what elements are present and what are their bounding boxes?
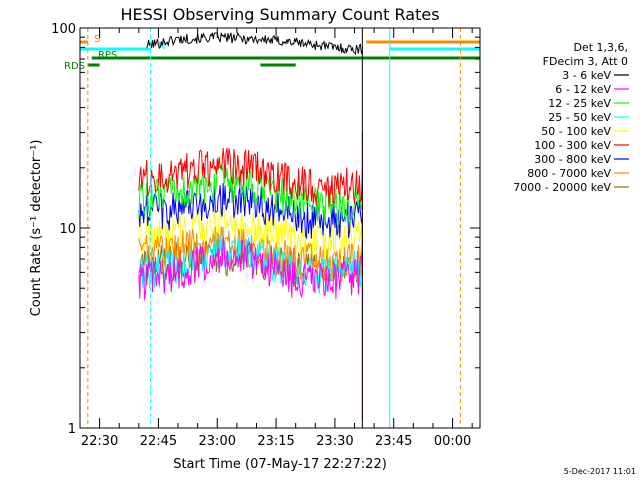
legend-entry-label: 12 - 25 keV: [548, 97, 611, 110]
series-line-0: [146, 32, 363, 56]
flag-label-rps: RPS: [98, 50, 117, 61]
axes: 22:30 22:45 23:00 23:15 23:30 23:45 00:00 1 10 10…: [51, 22, 480, 449]
legend-entry-label: 100 - 300 keV: [534, 139, 611, 152]
legend-entry-label: 300 - 800 keV: [534, 153, 611, 166]
x-tick-label: 23:45: [375, 434, 412, 449]
legend-entry-label: 3 - 6 keV: [562, 69, 611, 82]
legend-entry-label: 25 - 50 keV: [548, 111, 611, 124]
flag-label-n: N: [158, 41, 165, 52]
legend-header-line-1: Det 1,3,6,: [573, 41, 628, 54]
x-tick-label: 00:00: [434, 434, 471, 449]
y-axis-label: Count Rate (s⁻¹ detector⁻¹): [29, 140, 44, 317]
x-axis-label: Start Time (07-May-17 22:27:22): [173, 457, 387, 472]
legend-header-line-2: FDecim 3, Att 0: [543, 55, 628, 68]
x-tick-label: 23:00: [199, 434, 236, 449]
x-tick-label: 23:30: [316, 434, 353, 449]
flag-bars: S N RDS RPS: [64, 34, 480, 72]
series-line-3: [138, 231, 363, 295]
y-tick-label: 100: [51, 22, 76, 37]
flag-label-rds: RDS: [64, 61, 85, 72]
x-tick-label: 22:30: [81, 434, 118, 449]
legend-entry-label: 6 - 12 keV: [555, 83, 611, 96]
flag-label-s: S: [94, 34, 100, 45]
y-tick-label: 1: [68, 422, 76, 437]
series-line-5: [138, 147, 363, 208]
legend-entry-label: 800 - 7000 keV: [527, 167, 611, 180]
legend-entry-label: 50 - 100 keV: [541, 125, 611, 138]
x-tick-label: 22:45: [140, 434, 177, 449]
y-tick-label: 10: [59, 222, 76, 237]
series-line-2: [138, 163, 363, 226]
legend-entry-label: 7000 - 20000 keV: [513, 181, 611, 194]
chart-title: HESSI Observing Summary Count Rates: [120, 5, 439, 24]
x-tick-label: 23:15: [257, 434, 294, 449]
series-line-4: [138, 207, 363, 261]
series-line-1: [138, 236, 363, 301]
footer-timestamp: 5-Dec-2017 11:01: [564, 467, 636, 476]
